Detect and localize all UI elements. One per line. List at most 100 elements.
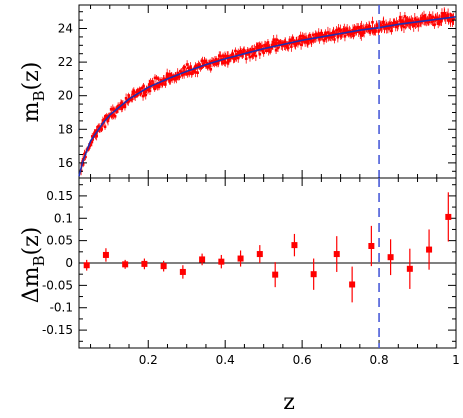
data-point [303,40,307,44]
data-point [357,30,361,33]
data-point [155,76,158,80]
residual-point [310,271,317,278]
data-point [312,39,315,42]
data-point [162,77,166,81]
data-point [425,20,428,23]
data-point [268,50,272,53]
data-point [431,19,435,23]
residual-point [368,243,375,249]
data-point [248,55,252,59]
data-point [120,107,124,111]
data-point [164,83,167,86]
data-point [369,28,373,31]
data-point [362,29,365,33]
data-point [98,127,102,131]
data-point [105,114,109,118]
data-point [322,39,326,42]
residual-point [237,255,244,262]
residual-point [102,251,109,258]
data-point [427,20,431,24]
residual-point [218,258,225,265]
data-point [445,15,449,18]
data-point [99,126,103,129]
data-point [268,47,271,51]
data-point [183,65,186,69]
data-point [196,71,199,75]
data-point [106,119,110,123]
data-point [198,63,201,67]
data-point [234,49,237,53]
data-point [260,44,264,48]
top-y-tick-label: 20 [58,89,73,103]
data-point [201,59,204,63]
data-point [438,20,442,23]
data-point [190,72,194,76]
data-point [436,16,439,20]
residual-point [141,260,148,267]
data-point [388,21,392,25]
data-point [221,61,224,65]
data-point [335,28,338,32]
data-point [252,53,255,57]
data-point [223,54,227,58]
data-point [285,44,289,47]
bottom-y-ticks: -0.15 -0.1 -0.05 0 0.05 0.1 0.15 [42,184,456,342]
data-point [90,140,94,144]
data-point [408,18,411,22]
x-tick-label: 0.4 [216,353,235,367]
data-point [350,32,353,36]
binned-residual-points [83,192,452,303]
data-point [233,57,236,61]
data-point [236,56,240,60]
data-point [123,105,127,109]
data-point [143,91,147,94]
data-point [306,41,310,45]
data-point [358,32,362,35]
data-point [412,24,416,28]
residual-point [199,256,206,263]
data-point [398,16,402,19]
data-point [262,51,266,55]
data-point [343,27,346,31]
data-point [447,19,450,22]
data-point [204,64,208,68]
data-point [173,75,177,79]
data-point [186,72,189,76]
residual-point [83,262,90,269]
data-point [422,14,426,18]
data-point [120,101,124,104]
data-point [325,36,328,39]
data-point [372,30,376,34]
data-point [219,54,222,58]
data-point [169,74,173,77]
data-point [112,108,115,111]
data-point [451,19,454,23]
data-point [409,19,413,23]
data-point [339,34,343,38]
residual-point [445,213,452,220]
data-point [264,49,268,52]
data-point [214,57,218,61]
data-point [362,31,366,34]
data-point [194,65,198,69]
data-point [337,27,340,31]
x-tick-label: 0.8 [370,353,389,367]
data-point [170,77,174,81]
data-point [441,14,445,17]
data-point [165,72,169,75]
data-point [242,51,245,54]
data-point [351,28,355,32]
data-point [259,45,262,49]
data-point [353,26,356,30]
top-y-ticks: 16 18 20 22 24 [58,5,457,178]
data-point [404,19,408,23]
data-point [332,31,335,34]
data-point [311,33,315,37]
data-point [359,26,363,30]
data-point [395,21,398,25]
x-tick-label: 0.2 [139,353,158,367]
data-point [321,33,325,37]
data-point [265,43,268,47]
data-point [109,108,113,111]
